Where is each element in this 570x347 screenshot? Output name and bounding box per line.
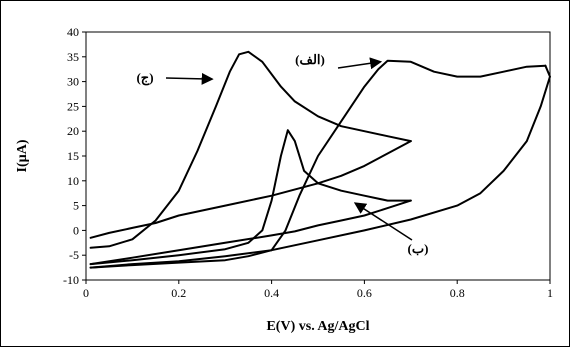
y-tick-label: 10 bbox=[67, 174, 79, 188]
x-tick-label: 0 bbox=[83, 286, 89, 300]
curve-alef-forward-scan bbox=[89, 59, 547, 269]
annotation-arrow bbox=[353, 202, 413, 241]
y-tick-label: 25 bbox=[67, 99, 79, 113]
x-axis-title: E(V) vs. Ag/AgCl bbox=[266, 319, 369, 334]
y-tick-label: 15 bbox=[67, 149, 79, 163]
curve-alef-reverse-scan bbox=[89, 64, 551, 269]
x-tick-label: 0.8 bbox=[450, 286, 465, 300]
annotation-arrow bbox=[165, 72, 214, 85]
y-axis-ticks: 40 35 30 25 20 15 10 5 0 -5 -10 bbox=[63, 25, 86, 287]
y-tick-label: -10 bbox=[63, 273, 79, 287]
curve-be-reverse-scan bbox=[89, 199, 412, 266]
x-tick-label: 1 bbox=[547, 286, 553, 300]
series-label: (ج) bbox=[136, 70, 153, 86]
x-tick-label: 0.2 bbox=[171, 286, 186, 300]
curve-be-forward-scan bbox=[89, 129, 412, 266]
x-axis-ticks: 0 0.2 0.4 0.6 0.8 1 bbox=[83, 280, 553, 300]
y-tick-label: 20 bbox=[67, 124, 79, 138]
series-label: (ب) bbox=[408, 241, 429, 256]
series-label: (الف) bbox=[295, 52, 325, 67]
y-tick-label: -5 bbox=[69, 248, 79, 262]
y-tick-label: 0 bbox=[73, 223, 79, 237]
y-axis-title: I(µA) bbox=[15, 139, 30, 172]
y-tick-label: 40 bbox=[67, 25, 79, 39]
series-annotations: (الف) (ب) (ج) bbox=[136, 52, 428, 256]
y-tick-label: 5 bbox=[73, 199, 79, 213]
series-curves bbox=[89, 50, 551, 269]
curve-jim-reverse-scan bbox=[89, 140, 412, 239]
x-tick-label: 0.6 bbox=[357, 286, 372, 300]
annotation-arrow bbox=[337, 57, 383, 70]
y-tick-label: 35 bbox=[67, 50, 79, 64]
y-tick-label: 30 bbox=[67, 75, 79, 89]
x-tick-label: 0.4 bbox=[264, 286, 279, 300]
